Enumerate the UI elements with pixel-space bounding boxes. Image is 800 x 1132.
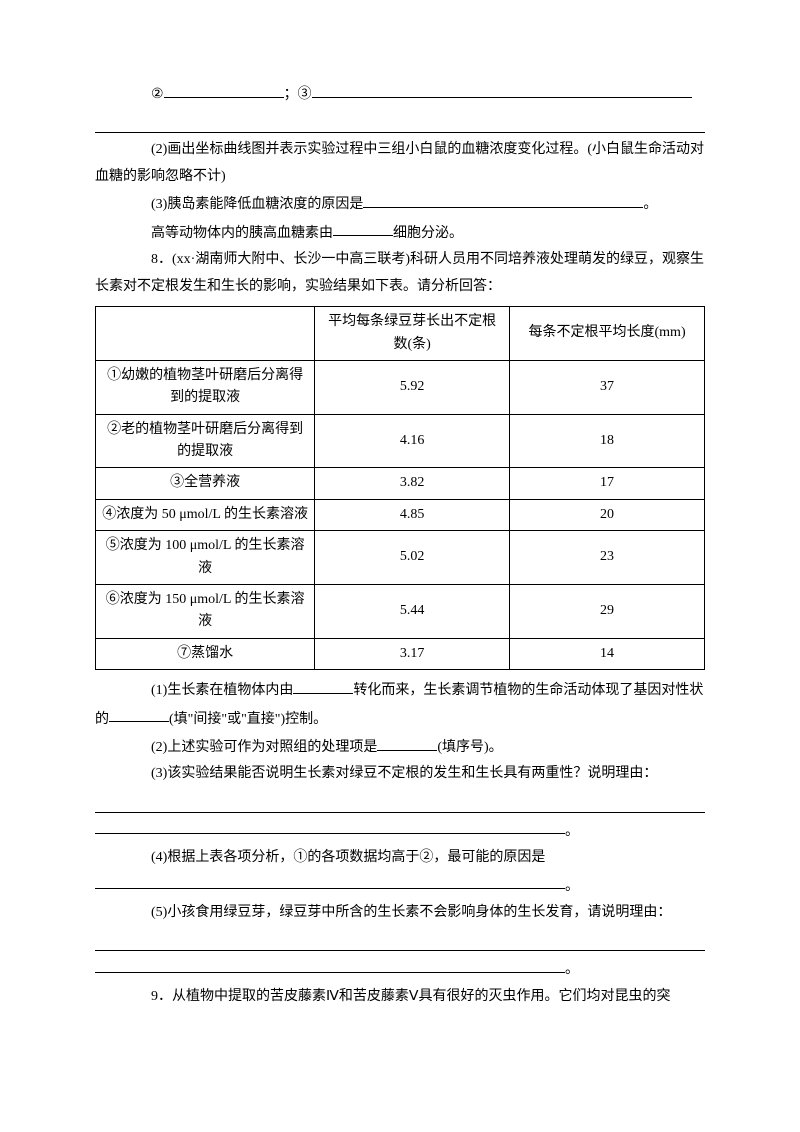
cell: ④浓度为 50 μmol/L 的生长素溶液 bbox=[96, 499, 315, 530]
q3-post: 。 bbox=[643, 197, 657, 212]
q8-3: (3)该实验结果能否说明生长素对绿豆不定根的发生和生长具有两重性？说明理由： bbox=[95, 761, 705, 788]
cell: ①幼嫩的植物茎叶研磨后分离得到的提取液 bbox=[96, 360, 315, 414]
th-1: 平均每条绿豆芽长出不定根数(条) bbox=[315, 307, 510, 361]
blank-q8-1a[interactable] bbox=[293, 676, 353, 694]
q8-intro: 8．(xx·湖南师大附中、长沙一中高三联考)科研人员用不同培养液处理萌发的绿豆，… bbox=[95, 247, 705, 300]
cell: 5.02 bbox=[315, 531, 510, 585]
table-row: ④浓度为 50 μmol/L 的生长素溶液 4.85 20 bbox=[96, 499, 705, 530]
blank-q8-3-line2[interactable] bbox=[95, 817, 565, 835]
cell: 4.16 bbox=[315, 414, 510, 468]
q3-pre: (3)胰岛素能降低血糖浓度的原因是 bbox=[151, 197, 363, 212]
q8-5: (5)小孩食用绿豆芽，绿豆芽中所含的生长素不会影响身体的生长发育，请说明理由： bbox=[95, 900, 705, 927]
table-row: ①幼嫩的植物茎叶研磨后分离得到的提取液 5.92 37 bbox=[96, 360, 705, 414]
period: 。 bbox=[565, 962, 579, 977]
cell: ③全营养液 bbox=[96, 468, 315, 499]
blank-3[interactable] bbox=[312, 80, 692, 98]
q3b-pre: 高等动物体内的胰高血糖素由 bbox=[151, 225, 333, 240]
blank-2[interactable] bbox=[164, 80, 284, 98]
q8-2-b: (填序号)。 bbox=[437, 740, 502, 755]
q3-text: (3)胰岛素能降低血糖浓度的原因是 。 bbox=[95, 190, 705, 218]
period: 。 bbox=[565, 823, 579, 838]
data-table: 平均每条绿豆芽长出不定根数(条) 每条不定根平均长度(mm) ①幼嫩的植物茎叶研… bbox=[95, 306, 705, 670]
q2-text: (2)画出坐标曲线图并表示实验过程中三组小白鼠的血糖浓度变化过程。(小白鼠生命活… bbox=[95, 137, 705, 190]
q8-1-a: (1)生长素在植物体内由 bbox=[151, 683, 293, 698]
cell: 5.92 bbox=[315, 360, 510, 414]
table-header-row: 平均每条绿豆芽长出不定根数(条) 每条不定根平均长度(mm) bbox=[96, 307, 705, 361]
q8-2: (2)上述实验可作为对照组的处理项是 (填序号)。 bbox=[95, 733, 705, 761]
cell: 20 bbox=[510, 499, 705, 530]
blank-full-line-1[interactable] bbox=[95, 112, 705, 133]
q8-5-text: (5)小孩食用绿豆芽，绿豆芽中所含的生长素不会影响身体的生长发育，请说明理由： bbox=[151, 905, 671, 920]
cell: 18 bbox=[510, 414, 705, 468]
q8-3-text: (3)该实验结果能否说明生长素对绿豆不定根的发生和生长具有两重性？说明理由： bbox=[151, 766, 657, 781]
q3b-text: 高等动物体内的胰高血糖素由 细胞分泌。 bbox=[95, 219, 705, 247]
label-3: ；③ bbox=[284, 87, 312, 102]
cell: 37 bbox=[510, 360, 705, 414]
table-row: ⑦蒸馏水 3.17 14 bbox=[96, 638, 705, 669]
table-row: ③全营养液 3.82 17 bbox=[96, 468, 705, 499]
q9-text: 9．从植物中提取的苦皮藤素Ⅳ和苦皮藤素Ⅴ具有很好的灭虫作用。它们均对昆虫的突 bbox=[151, 989, 671, 1004]
cell: ②老的植物茎叶研磨后分离得到的提取液 bbox=[96, 414, 315, 468]
blank-q8-1b[interactable] bbox=[109, 705, 169, 723]
blank-q3b[interactable] bbox=[333, 219, 393, 237]
cell: 14 bbox=[510, 638, 705, 669]
cell: 3.17 bbox=[315, 638, 510, 669]
blank-q8-2[interactable] bbox=[377, 733, 437, 751]
period: 。 bbox=[565, 878, 579, 893]
blank-q8-5-line2[interactable] bbox=[95, 955, 565, 973]
q8-2-a: (2)上述实验可作为对照组的处理项是 bbox=[151, 740, 377, 755]
q8-intro-content: 8．(xx·湖南师大附中、长沙一中高三联考)科研人员用不同培养液处理萌发的绿豆，… bbox=[95, 252, 704, 294]
cell: ⑤浓度为 100 μmol/L 的生长素溶液 bbox=[96, 531, 315, 585]
q3b-post: 细胞分泌。 bbox=[393, 225, 463, 240]
label-2: ② bbox=[151, 87, 164, 102]
blank-q8-3-line1[interactable] bbox=[95, 792, 705, 813]
th-2: 每条不定根平均长度(mm) bbox=[510, 307, 705, 361]
fill-line-2-3: ② ；③ bbox=[95, 80, 705, 108]
cell: 23 bbox=[510, 531, 705, 585]
cell: 17 bbox=[510, 468, 705, 499]
q9: 9．从植物中提取的苦皮藤素Ⅳ和苦皮藤素Ⅴ具有很好的灭虫作用。它们均对昆虫的突 bbox=[95, 984, 705, 1011]
th-0 bbox=[96, 307, 315, 361]
cell: 4.85 bbox=[315, 499, 510, 530]
table-row: ⑥浓度为 150 μmol/L 的生长素溶液 5.44 29 bbox=[96, 585, 705, 639]
cell: 3.82 bbox=[315, 468, 510, 499]
q2-content: (2)画出坐标曲线图并表示实验过程中三组小白鼠的血糖浓度变化过程。(小白鼠生命活… bbox=[95, 142, 704, 184]
cell: 5.44 bbox=[315, 585, 510, 639]
cell: ⑦蒸馏水 bbox=[96, 638, 315, 669]
q8-1-c: (填"间接"或"直接")控制。 bbox=[169, 711, 327, 726]
q8-4: (4)根据上表各项分析，①的各项数据均高于②，最可能的原因是 bbox=[95, 845, 705, 872]
cell: 29 bbox=[510, 585, 705, 639]
blank-q8-5-line1[interactable] bbox=[95, 931, 705, 952]
cell: ⑥浓度为 150 μmol/L 的生长素溶液 bbox=[96, 585, 315, 639]
blank-q3[interactable] bbox=[363, 190, 643, 208]
q8-4-text: (4)根据上表各项分析，①的各项数据均高于②，最可能的原因是 bbox=[151, 850, 545, 865]
blank-q8-4-line[interactable] bbox=[95, 872, 565, 890]
table-row: ⑤浓度为 100 μmol/L 的生长素溶液 5.02 23 bbox=[96, 531, 705, 585]
table-row: ②老的植物茎叶研磨后分离得到的提取液 4.16 18 bbox=[96, 414, 705, 468]
q8-1: (1)生长素在植物体内由转化而来，生长素调节植物的生命活动体现了基因对性状的(填… bbox=[95, 676, 705, 733]
